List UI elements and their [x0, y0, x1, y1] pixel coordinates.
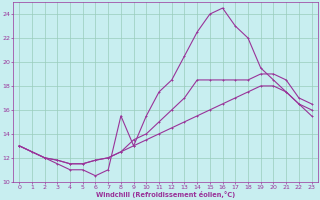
X-axis label: Windchill (Refroidissement éolien,°C): Windchill (Refroidissement éolien,°C): [96, 191, 235, 198]
